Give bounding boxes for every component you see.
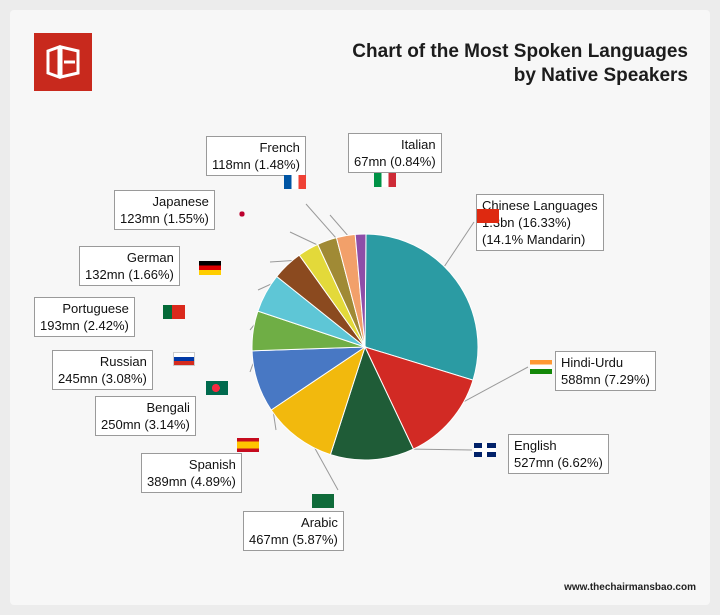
label-bengali-line: Bengali <box>146 400 190 415</box>
label-japanese-line: Japanese <box>152 194 209 209</box>
bangladesh-flag-icon <box>206 381 228 395</box>
label-hindi-urdu: Hindi-Urdu 588mn (7.29%) <box>555 351 656 391</box>
saudi-flag-icon <box>312 494 334 508</box>
portugal-flag-icon <box>163 305 185 319</box>
label-english-line: English <box>514 438 557 453</box>
italy-flag-icon <box>374 173 396 187</box>
pie-slice-arabic <box>270 345 366 456</box>
germany-flag-icon <box>199 261 221 275</box>
label-russian-line: 245mn (3.08%) <box>58 371 147 386</box>
label-portuguese: Portuguese 193mn (2.42%) <box>34 297 135 337</box>
label-chinese-languages-line: 1.3bn (16.33%) <box>482 215 571 230</box>
label-english: English 527mn (6.62%) <box>508 434 609 474</box>
uk-flag-icon <box>474 443 496 457</box>
page-title: Chart of the Most Spoken Languages by Na… <box>288 40 688 88</box>
title-line-1: Chart of the Most Spoken Languages <box>352 41 688 62</box>
label-bengali-line: 250mn (3.14%) <box>101 417 190 432</box>
label-spanish-line: 389mn (4.89%) <box>147 474 236 489</box>
pie-slice-hindi-urdu <box>364 346 474 450</box>
label-chinese-languages-line: Chinese Languages <box>482 198 598 213</box>
china-flag-icon <box>477 209 499 223</box>
label-hindi-urdu-line: Hindi-Urdu <box>561 355 624 370</box>
label-arabic-line: Arabic <box>301 515 338 530</box>
france-flag-icon <box>284 175 306 189</box>
label-french-line: French <box>259 140 300 155</box>
label-italian: Italian 67mn (0.84%) <box>348 133 442 173</box>
pie-slice-english <box>329 345 415 461</box>
label-portuguese-line: Portuguese <box>62 301 129 316</box>
label-french-line: 118mn (1.48%) <box>212 157 300 172</box>
label-russian-line: Russian <box>99 354 147 369</box>
source-url: www.thechairmansbao.com <box>564 582 696 593</box>
pie-slice-chinese-languages <box>364 233 479 381</box>
label-german-line: German <box>126 250 174 265</box>
label-german: German 132mn (1.66%) <box>79 246 180 286</box>
russia-flag-icon <box>173 352 195 366</box>
japan-flag-icon <box>235 207 249 221</box>
label-arabic: Arabic 467mn (5.87%) <box>243 511 344 551</box>
label-bengali: Bengali 250mn (3.14%) <box>95 396 196 436</box>
label-portuguese-line: 193mn (2.42%) <box>40 318 129 333</box>
label-italian-line: 67mn (0.84%) <box>354 154 436 169</box>
title-line-2: by Native Speakers <box>513 65 688 86</box>
label-english-line: 527mn (6.62%) <box>514 455 603 470</box>
label-italian-line: Italian <box>400 137 436 152</box>
label-hindi-urdu-line: 588mn (7.29%) <box>561 372 650 387</box>
india-flag-icon <box>530 360 552 374</box>
brand-logo <box>34 33 92 91</box>
label-french: French 118mn (1.48%) <box>206 136 306 176</box>
label-japanese: Japanese 123mn (1.55%) <box>114 190 215 230</box>
label-spanish: Spanish 389mn (4.89%) <box>141 453 242 493</box>
label-russian: Russian 245mn (3.08%) <box>52 350 153 390</box>
label-arabic-line: 467mn (5.87%) <box>249 532 338 547</box>
label-german-line: 132mn (1.66%) <box>85 267 174 282</box>
pie-slice-italian <box>354 233 367 348</box>
spain-flag-icon <box>237 438 259 452</box>
label-chinese-languages-line: (14.1% Mandarin) <box>482 232 586 247</box>
label-spanish-line: Spanish <box>188 457 236 472</box>
label-japanese-line: 123mn (1.55%) <box>120 211 209 226</box>
